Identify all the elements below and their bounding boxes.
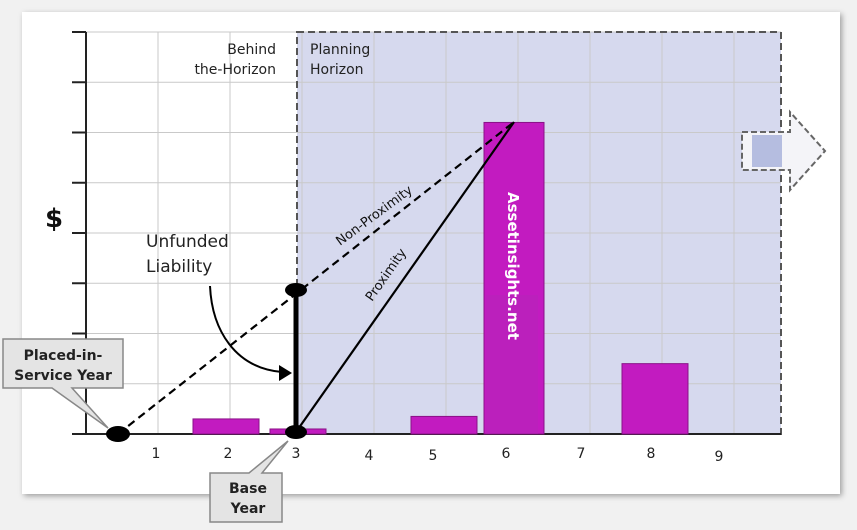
bar-8 [621,363,689,435]
placed-callout-line2: Service Year [14,368,112,384]
x-tick-label: 4 [365,448,374,464]
behind-horizon-label-line2: the-Horizon [194,62,276,78]
x-tick-label: 2 [224,446,233,462]
x-tick-label: 8 [647,446,656,462]
bar-2 [192,418,260,435]
base-callout-line2: Year [230,501,266,517]
bar-overlay [486,295,538,434]
bar-6 [483,121,545,435]
base-year-callout: Base Year [209,440,289,523]
planning-horizon-label-line1: Planning [310,42,370,58]
x-tick-label: 1 [152,446,161,462]
x-tick-label: 9 [715,449,724,465]
proximity-line [295,121,515,433]
placed-in-service-callout: Placed-in- Service Year [2,338,124,429]
y-axis-label: $ [45,204,63,234]
horizon-arrow-icon [741,109,827,193]
unfunded-arrow-head-icon [279,365,292,381]
bar-5 [410,415,478,435]
x-tick-label: 7 [577,446,586,462]
base-callout-line1: Base [229,481,267,497]
base-year-point [285,425,307,439]
unfunded-top-point [285,283,307,297]
y-axis-ticks [72,31,86,435]
unfunded-liability-line2: Liability [146,257,212,277]
x-tick-label: 5 [429,448,438,464]
planning-horizon-label-line2: Horizon [310,62,364,78]
unfunded-arrow-curve [209,285,283,373]
watermark: Assetinsights.net [504,192,522,340]
x-tick-label: 6 [502,446,511,462]
placed-callout-line1: Placed-in- [24,348,103,364]
bars [192,121,689,435]
placed-in-service-point [106,426,130,442]
x-tick-label: 3 [292,446,301,462]
x-tick-labels: 1 2 3 4 5 6 7 8 9 [152,446,724,465]
non-proximity-line [117,121,515,435]
unfunded-liability-line1: Unfunded [146,232,229,252]
behind-horizon-label-line1: Behind [227,42,276,58]
